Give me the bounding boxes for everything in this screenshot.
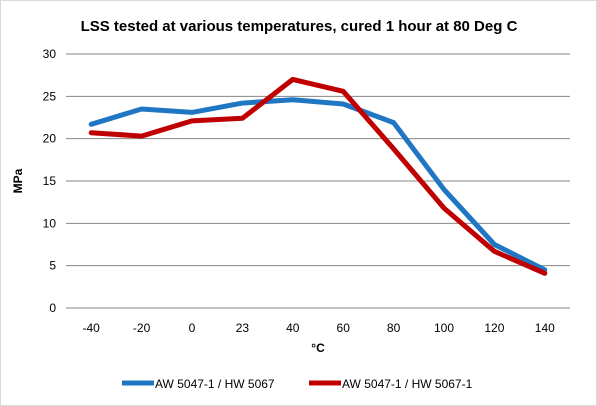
gridlines — [66, 53, 570, 309]
legend-label-1: AW 5047-1 / HW 5067 — [155, 377, 275, 391]
x-axis-label: °C — [311, 341, 325, 355]
x-tick-label: 60 — [337, 321, 351, 335]
legend: AW 5047-1 / HW 5067 AW 5047-1 / HW 5067-1 — [122, 377, 473, 391]
x-tick-label: 80 — [387, 321, 401, 335]
series-line-1 — [88, 97, 548, 273]
x-tick-label: 0 — [189, 321, 196, 335]
y-tick-label: 0 — [49, 301, 56, 315]
y-tick-label: 25 — [43, 89, 57, 103]
x-tick-label: 40 — [286, 321, 300, 335]
y-tick-labels: 0 5 10 15 20 25 30 — [43, 47, 57, 315]
x-tick-label: 120 — [484, 321, 504, 335]
chart-title: LSS tested at various temperatures, cure… — [81, 18, 518, 35]
y-tick-label: 30 — [43, 47, 57, 61]
x-tick-labels: -40 -20 0 23 40 60 80 100 120 140 — [83, 321, 556, 335]
x-tick-label: 140 — [535, 321, 555, 335]
x-tick-label: 23 — [236, 321, 250, 335]
y-tick-label: 10 — [43, 216, 57, 230]
series-lines — [88, 76, 548, 276]
legend-label-2: AW 5047-1 / HW 5067-1 — [342, 377, 473, 391]
y-tick-label: 5 — [49, 259, 56, 273]
x-tick-label: -20 — [133, 321, 151, 335]
y-axis-label: MPa — [11, 168, 25, 193]
y-tick-label: 20 — [43, 132, 57, 146]
y-tick-label: 15 — [43, 174, 57, 188]
series-line-2 — [88, 76, 548, 276]
x-tick-label: 100 — [434, 321, 454, 335]
x-tick-label: -40 — [83, 321, 101, 335]
